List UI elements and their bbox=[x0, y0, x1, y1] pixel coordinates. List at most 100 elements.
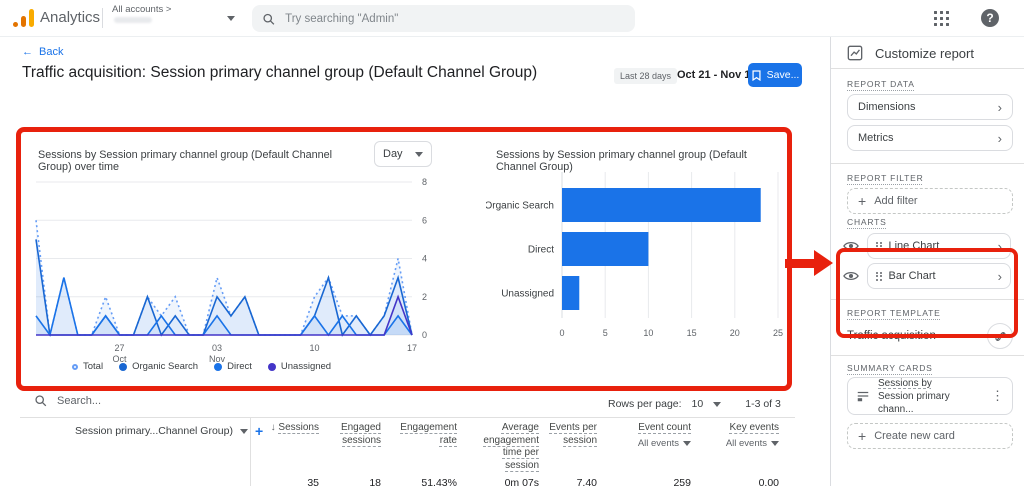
search-icon bbox=[263, 13, 275, 25]
bar-chart: 0 5 10 15 20 25 Organic Search Direct Unassigned bbox=[486, 172, 783, 338]
column-header-average-engagement-time-per-session[interactable]: Average engagement time per session bbox=[467, 422, 549, 472]
topbar-divider bbox=[102, 8, 103, 28]
add-dimension-button[interactable]: + bbox=[254, 423, 264, 439]
summary-card[interactable]: Sessions by Session primary chann... ⋮ bbox=[847, 377, 1013, 415]
apps-grid-icon[interactable] bbox=[934, 11, 949, 26]
table-search[interactable] bbox=[34, 394, 207, 407]
column-header-key-events[interactable]: Key events All events bbox=[701, 422, 789, 472]
bookmark-save-icon bbox=[752, 69, 761, 81]
global-search-input[interactable] bbox=[285, 12, 625, 25]
bar-chart-button[interactable]: Bar Chart › bbox=[867, 263, 1011, 289]
save-button[interactable]: Save... bbox=[748, 63, 802, 87]
back-arrow-icon: ← bbox=[22, 46, 33, 58]
totals-cell: 51.43% bbox=[421, 477, 457, 486]
chevron-right-icon: › bbox=[997, 268, 1002, 284]
sort-descending-icon[interactable]: ↓ bbox=[270, 422, 279, 433]
table-search-icon bbox=[35, 395, 47, 407]
section-label-report-filter: REPORT FILTER bbox=[847, 173, 924, 183]
bar-chart-title: Sessions by Session primary channel grou… bbox=[496, 149, 747, 173]
column-header-engaged-sessions[interactable]: Engaged sessions bbox=[329, 422, 391, 472]
add-filter-button[interactable]: + Add filter bbox=[847, 188, 1013, 214]
series-direct bbox=[35, 277, 413, 337]
series-unassigned bbox=[36, 294, 413, 336]
unlink-template-button[interactable] bbox=[987, 323, 1013, 349]
divider bbox=[831, 299, 1024, 300]
report-template-name: Traffic acquisition bbox=[847, 330, 936, 342]
section-label-report-template: REPORT TEMPLATE bbox=[847, 308, 941, 318]
legend-item-unassigned[interactable]: Unassigned bbox=[267, 361, 332, 372]
column-header-engagement-rate[interactable]: Engagement rate bbox=[391, 422, 467, 472]
bar-direct bbox=[562, 232, 649, 266]
table-search-input[interactable] bbox=[57, 394, 207, 407]
bar-organic-search bbox=[562, 188, 761, 222]
dimension-column-header[interactable]: Session primary...Channel Group) + bbox=[75, 423, 263, 439]
kebab-menu-icon[interactable]: ⋮ bbox=[991, 388, 1004, 403]
filter-caret-icon bbox=[683, 441, 691, 447]
unlink-icon bbox=[994, 331, 1006, 341]
plus-icon: + bbox=[858, 428, 867, 444]
bar-x-axis-tick: 0 bbox=[559, 328, 564, 338]
sidebar-item-dimensions[interactable]: Dimensions › bbox=[847, 94, 1013, 120]
column-filter[interactable]: All events bbox=[701, 438, 779, 451]
rows-per-page-caret-icon[interactable] bbox=[713, 401, 722, 407]
column-filter[interactable]: All events bbox=[607, 438, 691, 451]
back-link[interactable]: ← Back bbox=[22, 46, 63, 58]
interval-select-value: Day bbox=[383, 148, 403, 160]
help-icon[interactable]: ? bbox=[981, 9, 999, 27]
summary-card-icon bbox=[857, 391, 869, 402]
divider bbox=[831, 355, 1024, 356]
visibility-eye-icon[interactable] bbox=[843, 270, 859, 282]
column-header-event-count[interactable]: Event count All events bbox=[607, 422, 701, 472]
totals-cell: 18 bbox=[369, 477, 381, 486]
section-label-charts: CHARTS bbox=[847, 217, 887, 227]
column-header-sessions[interactable]: ↓ Sessions bbox=[263, 422, 329, 472]
global-search[interactable] bbox=[252, 5, 635, 32]
back-label: Back bbox=[39, 46, 64, 58]
filter-caret-icon bbox=[771, 441, 779, 447]
legend-label: Unassigned bbox=[280, 361, 332, 372]
legend-marker-icon bbox=[119, 362, 128, 371]
x-axis-tick: 10 bbox=[310, 343, 320, 353]
totals-cell: 0m 07s bbox=[504, 477, 539, 486]
metrics-label: Metrics bbox=[858, 132, 894, 144]
column-header-label: Engagement rate bbox=[400, 422, 457, 446]
visibility-eye-icon[interactable] bbox=[843, 240, 859, 252]
rows-per-page-label: Rows per page: bbox=[608, 398, 682, 410]
line-chart-button[interactable]: Line Chart › bbox=[867, 233, 1011, 259]
line-chart-legend: Total Organic Search Direct Unassigned bbox=[72, 361, 331, 372]
analytics-logo-icon[interactable] bbox=[13, 9, 34, 27]
dimension-caret-icon[interactable] bbox=[239, 428, 248, 434]
y-axis-tick: 2 bbox=[422, 292, 427, 302]
legend-item-direct[interactable]: Direct bbox=[214, 361, 252, 372]
y-axis-tick: 0 bbox=[422, 330, 427, 340]
x-axis-tick-sub: Oct bbox=[113, 354, 128, 364]
interval-select[interactable]: Day bbox=[374, 141, 432, 167]
rows-per-page-value[interactable]: 10 bbox=[691, 398, 704, 410]
column-header-label: Key events bbox=[729, 422, 779, 433]
sidebar-item-metrics[interactable]: Metrics › bbox=[847, 125, 1013, 151]
chevron-right-icon: › bbox=[997, 99, 1002, 115]
account-caret-icon[interactable] bbox=[227, 16, 235, 21]
customize-report-icon bbox=[847, 45, 863, 61]
create-new-card-button[interactable]: + Create new card bbox=[847, 423, 1013, 449]
column-header-events-per-session[interactable]: Events per session bbox=[549, 422, 607, 472]
account-switcher[interactable]: All accounts > bbox=[112, 4, 172, 15]
dimensions-label: Dimensions bbox=[858, 101, 916, 113]
legend-marker-icon bbox=[72, 363, 78, 370]
account-name-redacted bbox=[114, 17, 152, 23]
legend-item-total[interactable]: Total bbox=[72, 361, 103, 372]
x-axis-tick: 17 bbox=[407, 343, 417, 353]
line-chart-label: Line Chart bbox=[888, 240, 940, 252]
x-axis-tick: 03 bbox=[212, 343, 222, 353]
drag-handle-icon[interactable] bbox=[876, 271, 882, 281]
bar-chart-label: Bar Chart bbox=[888, 270, 936, 282]
y-axis-tick: 8 bbox=[422, 177, 427, 187]
table-divider bbox=[20, 417, 795, 418]
chart-item-line: Line Chart › bbox=[843, 233, 1011, 259]
drag-handle-icon[interactable] bbox=[876, 241, 882, 251]
column-header-label: Event count bbox=[638, 422, 691, 433]
table-totals-row: 35 18 51.43% 0m 07s 7.40 259 0.00 bbox=[263, 477, 789, 486]
bar-category-label: Organic Search bbox=[486, 201, 554, 212]
legend-item-organic-search[interactable]: Organic Search bbox=[119, 361, 198, 372]
